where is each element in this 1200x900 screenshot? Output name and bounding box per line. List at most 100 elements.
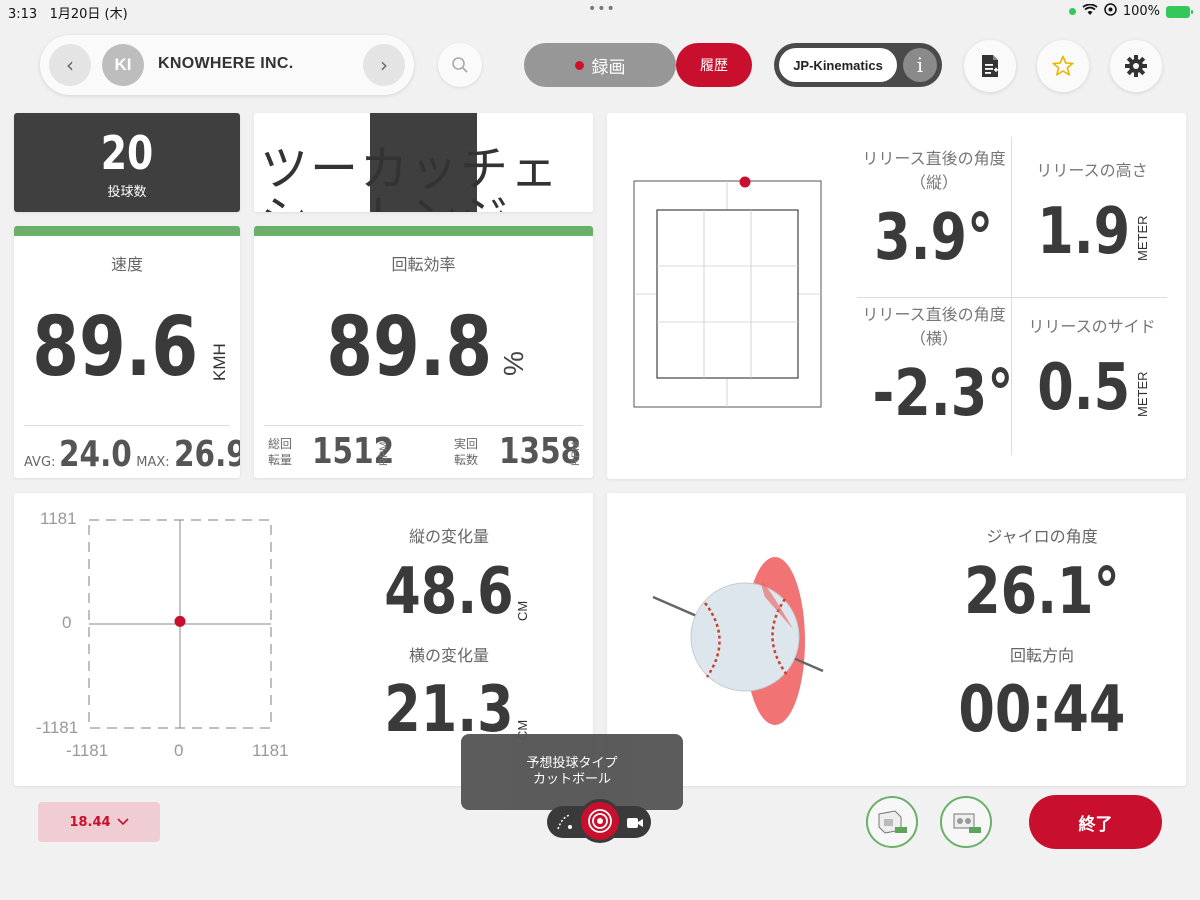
toast-pitch-type: カットボール xyxy=(532,772,611,787)
vert-break-value: 48.6 xyxy=(384,555,514,629)
x-min-label: -1181 xyxy=(66,741,109,760)
vert-break-title: 縦の変化量 xyxy=(408,527,489,546)
camera-indicator-icon xyxy=(1068,8,1076,15)
speed-title: 速度 xyxy=(110,255,143,274)
divider xyxy=(1011,137,1012,455)
distance-select[interactable]: 18.44 xyxy=(38,802,160,842)
divider xyxy=(24,425,230,426)
release-card: リリース直後の角度 （縦） 3.9° リリースの高さ 1.9 METER リリー… xyxy=(607,113,1186,479)
horiz-angle-title: リリース直後の角度 （横） xyxy=(862,305,1006,348)
target-icon xyxy=(588,809,612,833)
sensor-device-icon xyxy=(878,810,907,834)
y-zero-label: 0 xyxy=(62,613,72,632)
speed-unit: KMH xyxy=(210,343,229,381)
kana-line-2: シートンジ xyxy=(260,179,510,212)
speed-stats: AVG: 24.0 MAX: 26.9 xyxy=(24,434,240,475)
kinematics-label: JP-Kinematics xyxy=(779,48,897,82)
spin-title: 回転効率 xyxy=(391,255,456,274)
end-session-button[interactable]: 終了 xyxy=(1029,795,1162,849)
release-side-unit: METER xyxy=(1135,371,1150,418)
total-spin-value: 1512 xyxy=(312,431,395,472)
spin-efficiency-card: 回転効率 89.8 % 総回転量 1512 RPM 実回転数 1358 RPM xyxy=(254,226,593,478)
status-bar-green xyxy=(14,226,240,236)
vert-angle-title: リリース直後の角度 （縦） xyxy=(862,149,1006,192)
release-side-value: 0.5 xyxy=(1037,351,1131,425)
history-button[interactable]: 履歴 xyxy=(676,43,752,87)
vert-angle-value: 3.9° xyxy=(874,201,994,275)
x-zero-label: 0 xyxy=(174,741,184,760)
record-button[interactable]: 録画 xyxy=(524,43,676,87)
chevron-down-icon xyxy=(116,815,129,830)
chevron-right-icon: › xyxy=(380,53,388,77)
x-max-label: 1181 xyxy=(252,741,289,760)
search-button[interactable] xyxy=(438,43,482,87)
pitch-count-label: 投球数 xyxy=(107,185,147,200)
star-icon xyxy=(1052,55,1074,76)
favorite-button[interactable] xyxy=(1037,40,1089,92)
avg-label: AVG: xyxy=(24,455,56,470)
pitch-count-card: 20 投球数 xyxy=(14,113,240,212)
strike-zone-diagram xyxy=(633,176,822,408)
chevron-left-icon: ‹ xyxy=(66,53,74,77)
spin-direction-value: 00:44 xyxy=(958,673,1126,747)
gear-icon xyxy=(1125,55,1147,77)
multitask-dots-icon[interactable]: ••• xyxy=(588,1,616,17)
actual-spin-label: 実回転数 xyxy=(454,437,479,467)
company-name: KNOWHERE INC. xyxy=(158,55,294,72)
status-indicators: 100% xyxy=(1068,3,1193,20)
total-spin-unit: RPM xyxy=(378,441,390,466)
battery-percent: 100% xyxy=(1122,4,1160,19)
kana-banner: ツーカッチェ シートンジ xyxy=(254,113,593,212)
toast-title: 予想投球タイプ xyxy=(526,756,618,771)
prev-company-button[interactable]: ‹ xyxy=(49,44,91,86)
speed-value: 89.6 xyxy=(32,300,199,395)
info-icon: i xyxy=(916,53,924,77)
company-selector: ‹ KI KNOWHERE INC. › xyxy=(40,35,414,95)
sensor-device-button-1[interactable] xyxy=(866,796,918,848)
location-lock-icon xyxy=(1104,3,1117,20)
pitch-count-value: 20 xyxy=(100,126,154,180)
gyro-angle-value: 26.1° xyxy=(964,555,1120,629)
trajectory-mode-icon[interactable] xyxy=(556,813,574,835)
actual-spin-unit: RPM xyxy=(570,441,582,466)
divider xyxy=(857,297,1167,298)
report-button[interactable] xyxy=(964,40,1016,92)
radar-mode-button[interactable] xyxy=(578,799,622,843)
max-label: MAX: xyxy=(136,455,170,470)
status-bar-green xyxy=(254,226,593,236)
y-max-label: 1181 xyxy=(40,509,77,528)
status-bar: 3:13 1月20日 (木) ••• 100% xyxy=(0,0,1200,24)
spin-direction-title: 回転方向 xyxy=(1009,646,1074,665)
break-point xyxy=(174,615,186,627)
vert-break-unit: CM xyxy=(515,600,530,621)
avg-value: 24.0 xyxy=(59,434,133,475)
gyro-card: ジャイロの角度 26.1° 回転方向 00:44 xyxy=(607,493,1186,786)
spin-unit: % xyxy=(498,351,529,376)
wifi-icon xyxy=(1082,3,1098,20)
divider xyxy=(264,425,583,426)
release-height-title: リリースの高さ xyxy=(1036,161,1148,180)
baseball-spin-illustration xyxy=(652,557,824,725)
break-plot xyxy=(88,519,272,729)
sensor-device-button-2[interactable] xyxy=(940,796,992,848)
actual-spin-value: 1358 xyxy=(499,431,582,472)
video-mode-icon[interactable] xyxy=(626,815,644,834)
battery-icon xyxy=(1166,5,1193,18)
status-time: 3:13 1月20日 (木) xyxy=(8,7,128,22)
settings-button[interactable] xyxy=(1110,40,1162,92)
total-spin-label: 総回転量 xyxy=(268,437,293,467)
kinematics-toggle[interactable]: JP-Kinematics i xyxy=(774,43,942,87)
spin-value: 89.8 xyxy=(326,300,492,395)
camera-device-icon xyxy=(953,813,981,833)
horiz-break-title: 横の変化量 xyxy=(408,646,489,665)
gyro-angle-title: ジャイロの角度 xyxy=(986,527,1098,546)
next-company-button[interactable]: › xyxy=(363,44,405,86)
info-button[interactable]: i xyxy=(903,48,937,82)
release-side-title: リリースのサイド xyxy=(1028,317,1156,336)
distance-value: 18.44 xyxy=(69,814,111,830)
document-icon xyxy=(982,55,998,77)
record-dot-icon xyxy=(574,60,584,70)
record-label: 録画 xyxy=(591,57,626,78)
release-height-value: 1.9 xyxy=(1037,195,1131,269)
speed-card: 速度 89.6 KMH AVG: 24.0 MAX: 26.9 xyxy=(14,226,240,478)
